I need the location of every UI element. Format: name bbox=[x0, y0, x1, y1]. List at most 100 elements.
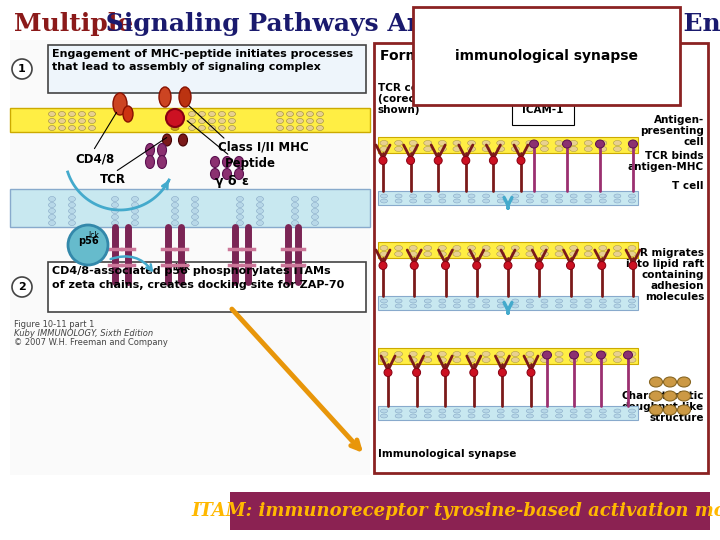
Text: Multiple: Multiple bbox=[14, 12, 133, 36]
Bar bbox=[48, 262, 366, 312]
Ellipse shape bbox=[556, 409, 562, 413]
Circle shape bbox=[527, 368, 535, 376]
Ellipse shape bbox=[424, 414, 431, 418]
Circle shape bbox=[12, 59, 32, 79]
Ellipse shape bbox=[584, 146, 593, 152]
Ellipse shape bbox=[210, 157, 220, 167]
Ellipse shape bbox=[628, 357, 636, 362]
Ellipse shape bbox=[649, 377, 662, 387]
Ellipse shape bbox=[542, 351, 552, 359]
Ellipse shape bbox=[599, 199, 606, 203]
Ellipse shape bbox=[395, 194, 402, 198]
Ellipse shape bbox=[498, 199, 504, 203]
Ellipse shape bbox=[562, 140, 572, 148]
Ellipse shape bbox=[439, 414, 446, 418]
Text: (coreceptors not: (coreceptors not bbox=[378, 94, 476, 104]
Text: Formation of: Formation of bbox=[380, 49, 485, 63]
Ellipse shape bbox=[482, 246, 490, 251]
Ellipse shape bbox=[395, 199, 402, 203]
Ellipse shape bbox=[541, 199, 548, 203]
Ellipse shape bbox=[68, 197, 76, 201]
Ellipse shape bbox=[512, 299, 519, 303]
Ellipse shape bbox=[526, 414, 534, 418]
Bar bbox=[230, 492, 710, 530]
Circle shape bbox=[535, 261, 544, 269]
Circle shape bbox=[384, 368, 392, 376]
Text: presenting: presenting bbox=[640, 126, 704, 136]
Ellipse shape bbox=[511, 252, 519, 256]
Ellipse shape bbox=[468, 199, 475, 203]
Ellipse shape bbox=[541, 194, 548, 198]
Ellipse shape bbox=[307, 111, 313, 117]
Ellipse shape bbox=[482, 357, 490, 362]
Ellipse shape bbox=[613, 352, 621, 356]
Ellipse shape bbox=[664, 377, 677, 387]
Ellipse shape bbox=[409, 357, 417, 362]
Text: of zeta chains, creates docking site for ZAP-70: of zeta chains, creates docking site for… bbox=[52, 280, 344, 290]
Ellipse shape bbox=[171, 214, 179, 219]
Ellipse shape bbox=[511, 352, 519, 356]
Ellipse shape bbox=[529, 140, 539, 148]
Ellipse shape bbox=[395, 352, 402, 356]
Ellipse shape bbox=[228, 111, 235, 117]
Ellipse shape bbox=[410, 194, 417, 198]
Ellipse shape bbox=[468, 194, 475, 198]
Ellipse shape bbox=[112, 220, 119, 226]
Ellipse shape bbox=[410, 299, 417, 303]
Ellipse shape bbox=[526, 299, 534, 303]
Ellipse shape bbox=[526, 199, 534, 203]
Ellipse shape bbox=[78, 125, 86, 131]
Ellipse shape bbox=[409, 252, 417, 256]
Ellipse shape bbox=[48, 197, 55, 201]
Ellipse shape bbox=[409, 352, 417, 356]
Ellipse shape bbox=[468, 299, 475, 303]
Text: ITAM: immunoreceptor tyrosine-based activation motif: ITAM: immunoreceptor tyrosine-based acti… bbox=[191, 502, 720, 520]
Ellipse shape bbox=[629, 194, 636, 198]
Ellipse shape bbox=[424, 352, 432, 356]
Ellipse shape bbox=[498, 414, 504, 418]
Ellipse shape bbox=[236, 214, 243, 219]
Ellipse shape bbox=[570, 140, 577, 145]
Ellipse shape bbox=[595, 140, 605, 148]
Ellipse shape bbox=[541, 299, 548, 303]
Ellipse shape bbox=[395, 146, 402, 152]
Ellipse shape bbox=[218, 125, 225, 131]
Ellipse shape bbox=[570, 194, 577, 198]
Ellipse shape bbox=[171, 220, 179, 226]
Ellipse shape bbox=[468, 409, 475, 413]
Ellipse shape bbox=[454, 199, 461, 203]
Ellipse shape bbox=[467, 357, 475, 362]
Ellipse shape bbox=[307, 125, 313, 131]
Ellipse shape bbox=[570, 246, 577, 251]
Circle shape bbox=[598, 261, 606, 269]
Ellipse shape bbox=[410, 304, 417, 308]
Ellipse shape bbox=[629, 299, 636, 303]
Ellipse shape bbox=[424, 199, 431, 203]
Ellipse shape bbox=[171, 202, 179, 207]
Ellipse shape bbox=[235, 157, 243, 167]
Text: antigen-MHC: antigen-MHC bbox=[628, 162, 704, 172]
Text: δ: δ bbox=[228, 175, 236, 188]
Ellipse shape bbox=[599, 194, 606, 198]
Bar bbox=[378, 137, 638, 153]
Circle shape bbox=[473, 261, 481, 269]
Ellipse shape bbox=[468, 304, 475, 308]
Bar bbox=[48, 45, 366, 93]
Ellipse shape bbox=[628, 252, 636, 256]
Ellipse shape bbox=[424, 304, 431, 308]
Ellipse shape bbox=[89, 118, 96, 124]
Ellipse shape bbox=[222, 157, 232, 167]
Ellipse shape bbox=[512, 409, 519, 413]
Ellipse shape bbox=[395, 357, 402, 362]
Ellipse shape bbox=[292, 220, 299, 226]
Ellipse shape bbox=[541, 146, 549, 152]
Ellipse shape bbox=[171, 125, 179, 131]
Ellipse shape bbox=[570, 304, 577, 308]
Text: cell: cell bbox=[683, 137, 704, 147]
Ellipse shape bbox=[555, 140, 563, 145]
Ellipse shape bbox=[585, 299, 592, 303]
Ellipse shape bbox=[145, 156, 155, 168]
Ellipse shape bbox=[424, 252, 432, 256]
Ellipse shape bbox=[541, 357, 549, 362]
Ellipse shape bbox=[236, 202, 243, 207]
